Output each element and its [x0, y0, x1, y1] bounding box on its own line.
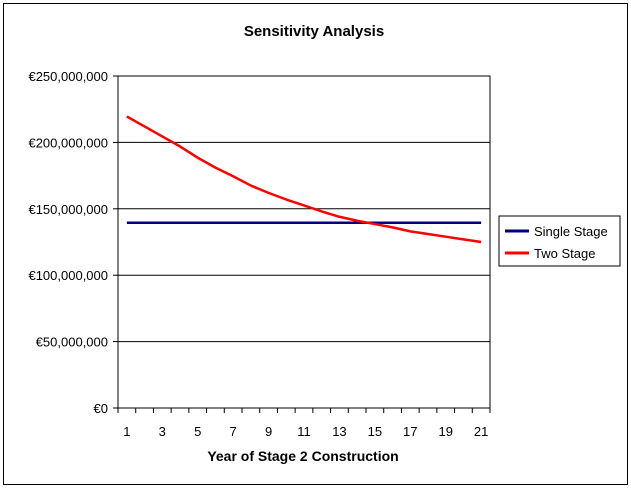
- y-axis-ticks: €0 €50,000,000 €100,000,000 €150,000,000 €20…: [28, 69, 118, 416]
- x-tick-label: 19: [438, 424, 452, 439]
- chart-title: Sensitivity Analysis: [244, 23, 384, 40]
- series-lines: [126, 115, 482, 244]
- legend: Single Stage Two Stage: [498, 215, 621, 267]
- x-tick-label: 1: [123, 424, 130, 439]
- legend-label-single-stage: Single Stage: [534, 224, 608, 239]
- y-tick-label: €200,000,000: [28, 135, 108, 150]
- legend-box: [498, 215, 621, 267]
- x-tick-label: 13: [332, 424, 346, 439]
- x-tick-label: 17: [403, 424, 417, 439]
- x-tick-label: 7: [230, 424, 237, 439]
- x-tick-label: 9: [265, 424, 272, 439]
- x-tick-label: 21: [474, 424, 488, 439]
- series-line-two-stage: [126, 115, 482, 244]
- y-tick-label: €250,000,000: [28, 69, 108, 84]
- legend-label-two-stage: Two Stage: [534, 246, 595, 261]
- x-axis-ticks: 1 3 5 7 9 11 13 15 17 19 21: [117, 408, 491, 439]
- x-tick-label: 5: [194, 424, 201, 439]
- x-tick-label: 15: [368, 424, 382, 439]
- x-tick-label: 11: [297, 424, 311, 439]
- y-tick-label: €0: [94, 401, 108, 416]
- y-tick-label: €150,000,000: [28, 202, 108, 217]
- y-tick-label: €50,000,000: [36, 335, 108, 350]
- x-tick-label: 3: [159, 424, 166, 439]
- x-axis-label: Year of Stage 2 Construction: [207, 448, 398, 464]
- plot-area: [117, 75, 491, 409]
- gridlines: [118, 141, 490, 343]
- y-tick-label: €100,000,000: [28, 268, 108, 283]
